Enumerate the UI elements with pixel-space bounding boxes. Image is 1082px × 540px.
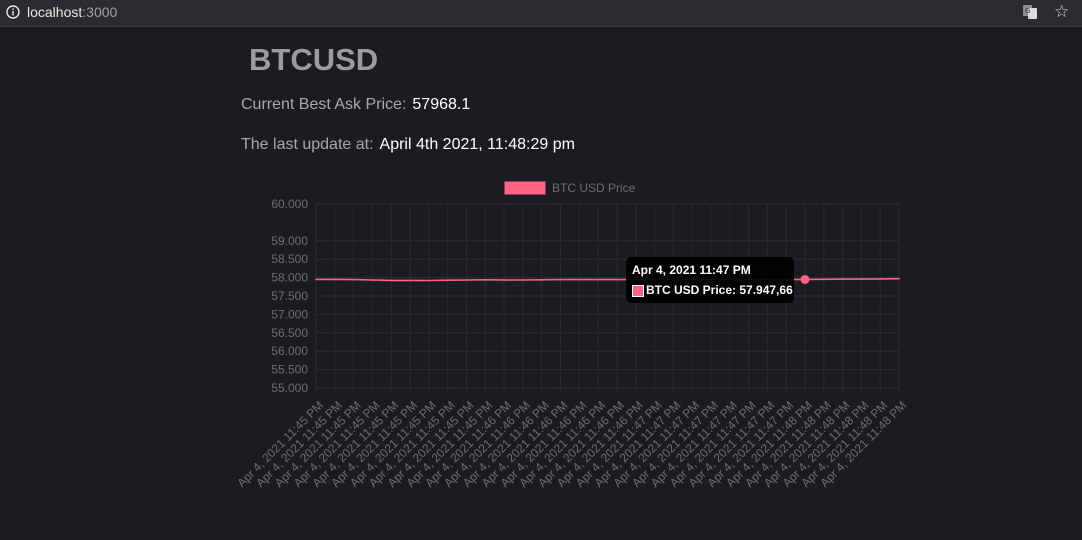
star-icon[interactable]: ☆ — [1054, 2, 1070, 21]
last-update-label: The last update at: — [241, 136, 374, 153]
chart-tooltip: Apr 4, 2021 11:47 PM BTC USD Price: 57.9… — [626, 257, 794, 303]
data-point — [540, 279, 543, 281]
data-point — [390, 279, 393, 282]
data-point — [822, 278, 825, 281]
data-point — [597, 278, 599, 281]
legend-swatch — [504, 181, 546, 195]
page-title: BTCUSD — [249, 42, 379, 77]
best-ask-label: Current Best Ask Price: — [241, 96, 407, 113]
y-tick-label: 55.500 — [271, 363, 308, 377]
data-point — [503, 279, 505, 281]
data-point — [484, 279, 487, 281]
data-point — [371, 279, 374, 281]
y-tick-label: 56.000 — [271, 344, 308, 358]
data-point — [465, 279, 468, 281]
y-tick-label: 60.000 — [271, 197, 308, 211]
hovered-data-point — [800, 274, 810, 284]
series-line — [316, 277, 900, 282]
y-tick-label: 59.000 — [271, 234, 308, 248]
data-point — [616, 278, 618, 281]
url-port: :3000 — [82, 4, 118, 20]
y-tick-label: 56.500 — [271, 326, 308, 340]
best-ask-value: 57968.1 — [412, 96, 471, 113]
legend-label: BTC USD Price — [552, 181, 636, 195]
data-point — [879, 278, 881, 280]
url-host: localhost — [27, 4, 83, 20]
browser-bar: localhost:3000 G ☆ — [0, 0, 1082, 27]
y-tick-label: 55.000 — [271, 381, 308, 395]
data-point — [352, 278, 355, 281]
data-point — [315, 278, 317, 281]
data-point — [841, 278, 844, 280]
y-tick-label: 58.500 — [271, 252, 308, 266]
address-bar[interactable]: localhost:3000 — [27, 4, 117, 20]
tooltip-swatch — [632, 285, 644, 297]
y-tick-label: 57.000 — [271, 307, 308, 321]
data-point — [409, 279, 411, 282]
translate-icon[interactable]: G — [1022, 4, 1038, 20]
last-update-row: The last update at: April 4th 2021, 11:48… — [241, 136, 575, 154]
y-tick-label: 58.000 — [271, 271, 308, 285]
tooltip-body: BTC USD Price: 57.947,66 — [646, 283, 793, 297]
data-point — [334, 278, 336, 281]
last-update-value: April 4th 2021, 11:48:29 pm — [379, 136, 575, 153]
tooltip-title: Apr 4, 2021 11:47 PM — [632, 263, 751, 277]
data-point — [428, 279, 430, 282]
best-ask-row: Current Best Ask Price: 57968.1 — [241, 96, 470, 114]
svg-text:G: G — [1025, 7, 1030, 15]
y-tick-label: 57.500 — [271, 289, 308, 303]
data-point — [578, 278, 581, 281]
info-icon[interactable] — [6, 5, 20, 19]
data-point — [446, 279, 449, 281]
data-point — [559, 278, 562, 281]
data-point — [522, 279, 524, 281]
data-point — [860, 278, 863, 280]
data-point — [898, 277, 900, 280]
